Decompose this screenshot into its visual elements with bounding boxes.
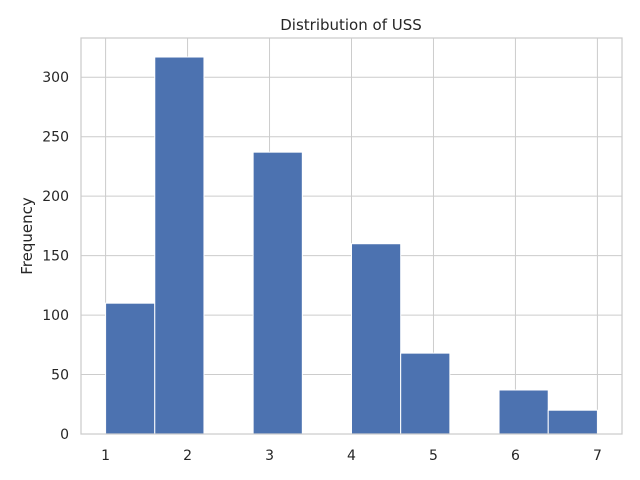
histogram-bar (105, 302, 156, 435)
y-tick-label: 200 (42, 189, 69, 205)
spines (80, 37, 623, 435)
y-tick-labels: 0 50 100 150 200 250 300 (42, 70, 69, 443)
y-tick-label: 300 (42, 70, 69, 86)
histogram-bar (154, 56, 205, 435)
y-tick-label: 250 (42, 130, 69, 146)
y-tick-label: 150 (42, 249, 69, 265)
y-tick-label: 50 (51, 368, 69, 384)
y-axis-label: Frequency (18, 197, 36, 275)
x-tick-label: 7 (593, 448, 602, 464)
x-tick-label: 6 (511, 448, 520, 464)
x-tick-labels: 1 2 3 4 5 6 7 (101, 448, 602, 464)
histogram-bar (351, 243, 402, 435)
chart-title: Distribution of USS (280, 16, 422, 34)
x-tick-label: 4 (347, 448, 356, 464)
x-tick-label: 2 (183, 448, 192, 464)
histogram-bar (547, 409, 598, 435)
x-tick-label: 5 (429, 448, 438, 464)
bars (105, 56, 598, 435)
axes-frame (80, 37, 623, 435)
histogram-bar (400, 352, 451, 435)
x-tick-label: 3 (265, 448, 274, 464)
x-tick-label: 1 (101, 448, 110, 464)
y-tick-label: 0 (60, 427, 69, 443)
histogram-bar (252, 151, 303, 435)
histogram-bar (498, 389, 549, 435)
y-tick-label: 100 (42, 308, 69, 324)
